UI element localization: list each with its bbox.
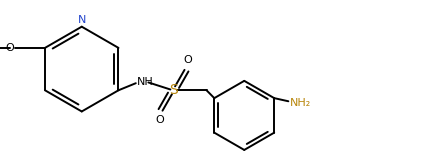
Text: S: S <box>169 83 178 97</box>
Text: O: O <box>6 43 14 53</box>
Text: O: O <box>155 115 164 125</box>
Text: N: N <box>78 15 86 25</box>
Text: O: O <box>183 55 192 65</box>
Text: NH₂: NH₂ <box>290 98 311 108</box>
Text: NH: NH <box>137 77 154 87</box>
